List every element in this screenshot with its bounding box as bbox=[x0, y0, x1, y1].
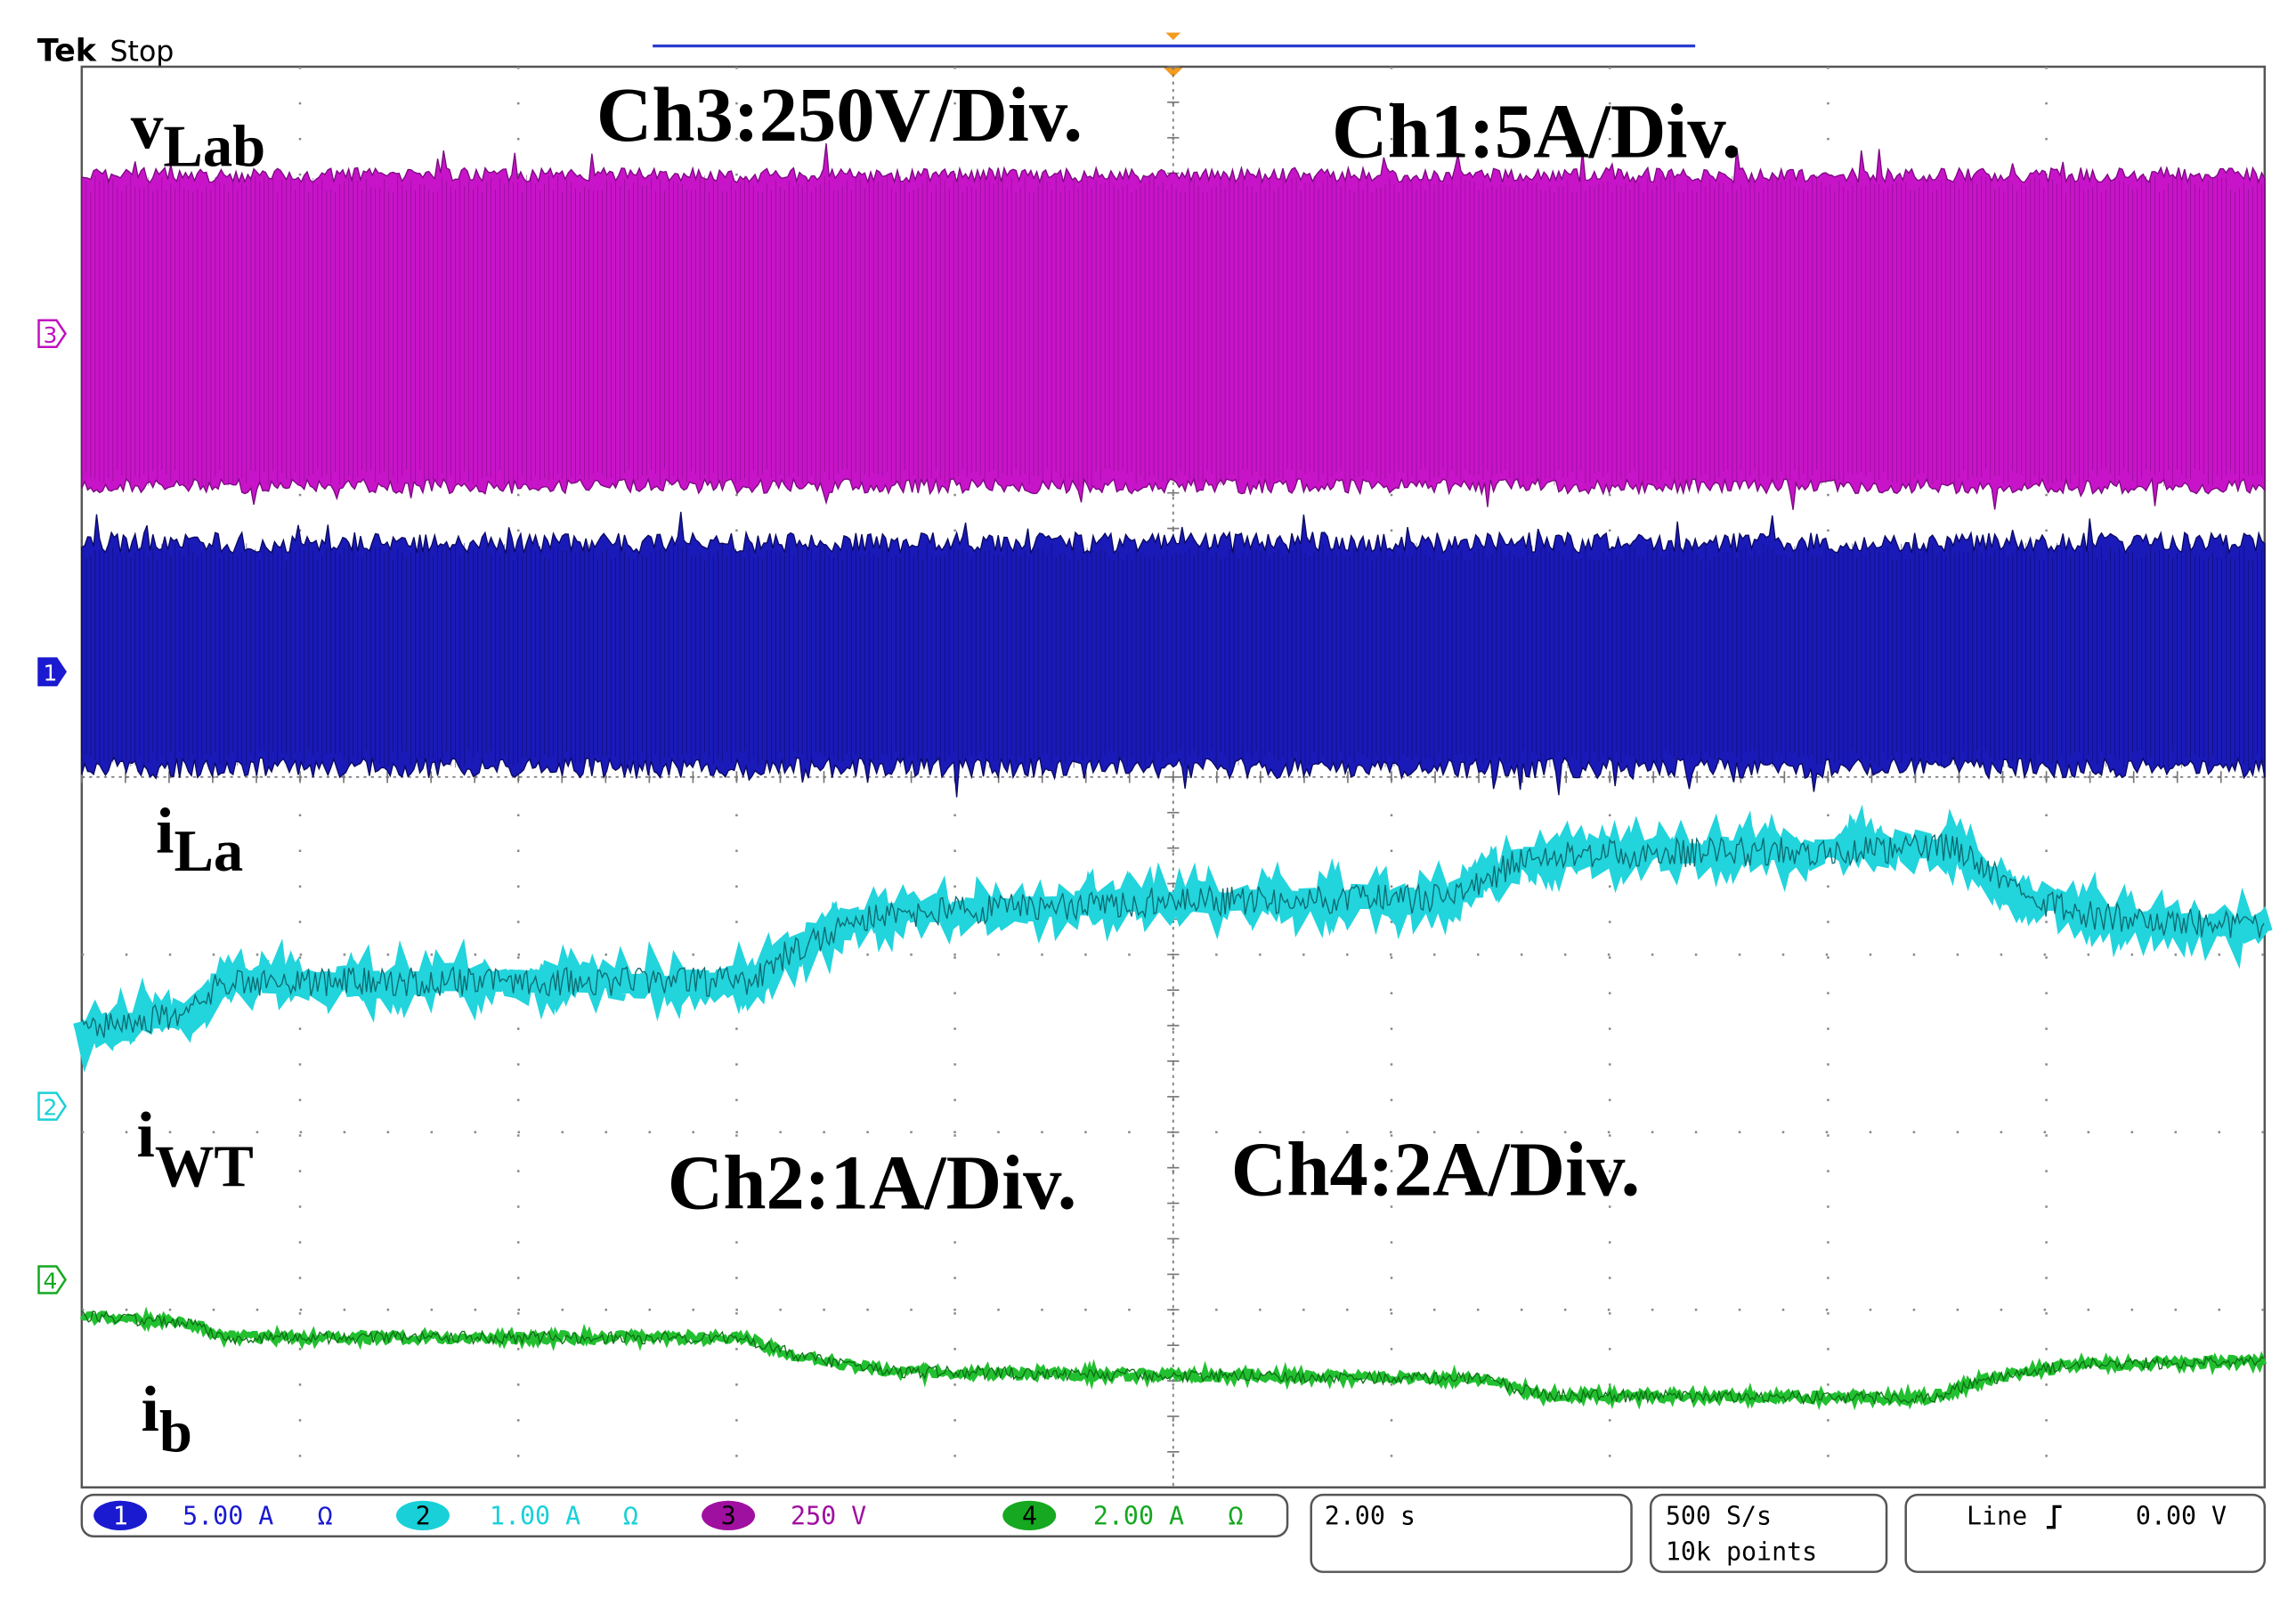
ila-label: iLa bbox=[156, 795, 243, 884]
ch-number: 2 bbox=[416, 1501, 431, 1530]
ch-badge bbox=[1002, 1500, 1057, 1531]
waveforms bbox=[73, 142, 2273, 1411]
ch-badge bbox=[702, 1500, 756, 1531]
label-main: i bbox=[141, 1373, 158, 1445]
ch3-scale: Ch3:250V/Div. bbox=[596, 72, 1083, 158]
trigger-source: Line bbox=[1967, 1501, 2027, 1530]
timebase-box bbox=[1310, 1493, 1633, 1573]
ch1-scale: Ch1:5A/Div. bbox=[1332, 89, 1741, 174]
label-sub: Lab bbox=[163, 115, 265, 180]
label-main: i bbox=[156, 795, 174, 867]
ch-number: 1 bbox=[113, 1501, 128, 1530]
trigger-point-marker bbox=[1163, 66, 1184, 77]
ch-scale: 2.00 A bbox=[1093, 1501, 1184, 1530]
status-bar: 1 5.00 A Ω 2 1.00 A Ω 3 250 V 4 2.00 A Ω… bbox=[80, 1493, 2267, 1573]
trigger-slope-icon bbox=[2046, 1505, 2062, 1529]
ch-unit: Ω bbox=[623, 1501, 638, 1530]
trigger-box bbox=[1904, 1493, 2267, 1573]
trigger-position-marker bbox=[1165, 32, 1181, 40]
vlab-label: vLab bbox=[131, 91, 265, 180]
ch-scale: 250 V bbox=[791, 1501, 866, 1530]
record-length: 10k points bbox=[1666, 1537, 1817, 1566]
timebase: 2.00 s bbox=[1325, 1501, 1416, 1530]
acquisition-box bbox=[1649, 1493, 1888, 1573]
waveform-noise bbox=[81, 1310, 2265, 1406]
label-sub: WT bbox=[155, 1135, 254, 1200]
ch-badge bbox=[93, 1500, 148, 1531]
ch-badge bbox=[395, 1500, 450, 1531]
label-sub: La bbox=[174, 819, 243, 884]
channel-markers: 3 1 2 4 bbox=[37, 319, 68, 1294]
ch-unit: Ω bbox=[318, 1501, 333, 1530]
ib-label: ib bbox=[141, 1373, 191, 1464]
waveform bbox=[73, 804, 2273, 1073]
channel-marker: 1 bbox=[44, 661, 58, 686]
sample-rate: 500 S/s bbox=[1666, 1501, 1772, 1530]
ch-number: 4 bbox=[1022, 1501, 1037, 1530]
label-main: v bbox=[131, 91, 164, 163]
ch2-scale: Ch2:1A/Div. bbox=[668, 1140, 1077, 1226]
ch4-scale: Ch4:2A/Div. bbox=[1231, 1127, 1641, 1213]
status: Stop bbox=[110, 36, 174, 68]
ch-scale: 5.00 A bbox=[183, 1501, 273, 1530]
iwt-label: iWT bbox=[136, 1099, 253, 1199]
channel-marker: 2 bbox=[44, 1095, 58, 1121]
label-main: i bbox=[136, 1099, 154, 1171]
label-sub: b bbox=[159, 1400, 192, 1465]
brand: Tek bbox=[37, 33, 97, 69]
waveform-noise bbox=[81, 832, 2265, 1038]
trigger-level: 0.00 V bbox=[2136, 1501, 2227, 1530]
channel-marker: 3 bbox=[44, 322, 58, 348]
channel-marker: 4 bbox=[44, 1269, 58, 1294]
ch-unit: Ω bbox=[1228, 1501, 1243, 1530]
ch-number: 3 bbox=[721, 1501, 736, 1530]
ch-scale: 1.00 A bbox=[490, 1501, 580, 1530]
channel-box bbox=[80, 1493, 1289, 1537]
